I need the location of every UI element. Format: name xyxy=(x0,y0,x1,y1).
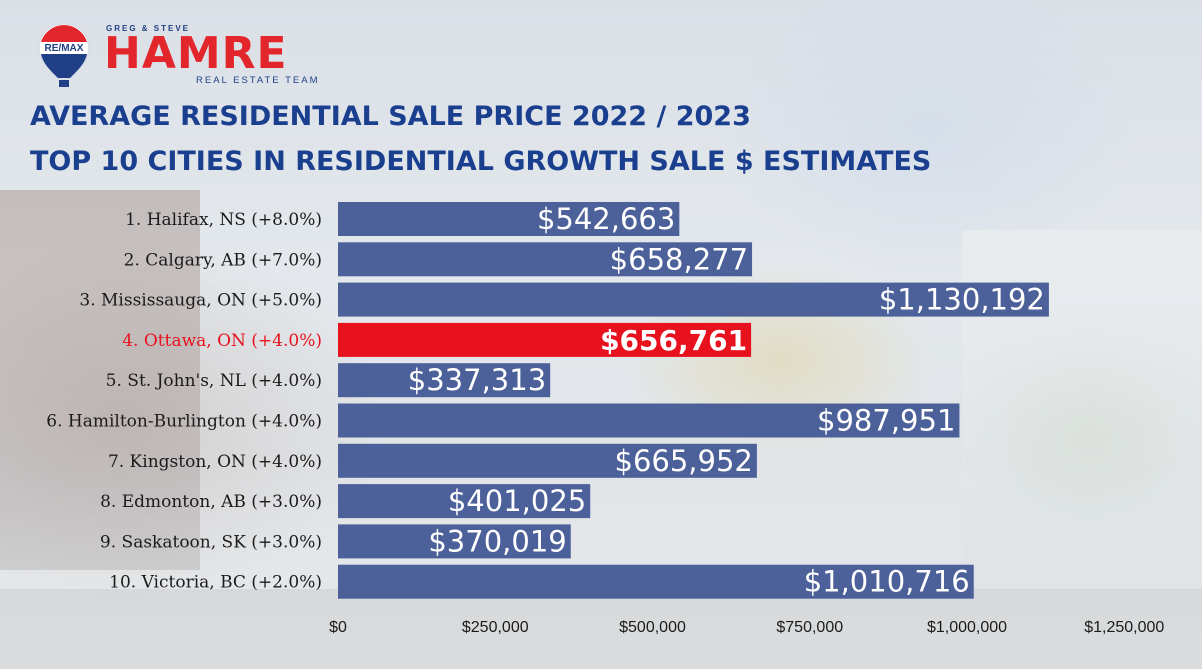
value-label: $987,951 xyxy=(817,404,955,438)
value-label: $1,010,716 xyxy=(804,565,970,599)
bar-10 xyxy=(338,564,974,599)
logo-sub-text: REAL ESTATE TEAM xyxy=(196,75,320,86)
category-label: 2. Calgary, AB (+7.0%) xyxy=(124,250,322,270)
category-label: 5. St. John's, NL (+4.0%) xyxy=(106,371,322,391)
x-tick-label: $750,000 xyxy=(776,619,843,636)
value-label: $337,313 xyxy=(408,363,546,397)
x-tick-label: $1,250,000 xyxy=(1084,619,1164,636)
category-label: 1. Halifax, NS (+8.0%) xyxy=(125,210,322,230)
logo-main-text: HAMRE xyxy=(104,28,288,79)
background-building-left xyxy=(0,190,200,570)
background-street xyxy=(0,589,1202,669)
value-label: $370,019 xyxy=(428,524,566,558)
category-label: 7. Kingston, ON (+4.0%) xyxy=(108,452,322,472)
chart-title: AVERAGE RESIDENTIAL SALE PRICE 2022 / 20… xyxy=(30,101,751,132)
bar-1 xyxy=(338,202,680,236)
bar-9 xyxy=(338,524,571,559)
bar-5 xyxy=(338,363,551,398)
value-label: $658,277 xyxy=(610,242,748,276)
category-label: 3. Mississauga, ON (+5.0%) xyxy=(79,291,322,311)
bar-8 xyxy=(338,484,591,519)
value-label: $401,025 xyxy=(448,484,586,518)
hot-air-balloon-icon: RE/MAX xyxy=(38,23,90,87)
category-label: 8. Edmonton, AB (+3.0%) xyxy=(100,492,322,512)
category-label: 6. Hamilton-Burlington (+4.0%) xyxy=(46,412,322,432)
bar-7 xyxy=(338,443,757,478)
x-tick-label: $250,000 xyxy=(462,619,529,636)
bar-3 xyxy=(338,282,1049,317)
value-label: $665,952 xyxy=(615,444,753,478)
chart-subtitle: TOP 10 CITIES IN RESIDENTIAL GROWTH SALE… xyxy=(30,146,932,177)
x-tick-label: $1,000,000 xyxy=(927,619,1007,636)
category-label: 4. Ottawa, ON (+4.0%) xyxy=(122,331,322,351)
logo-balloon-text: RE/MAX xyxy=(45,43,84,54)
category-label: 10. Victoria, BC (+2.0%) xyxy=(109,573,322,593)
bar-2 xyxy=(338,242,753,277)
x-tick-label: $0 xyxy=(329,619,347,636)
value-label: $656,761 xyxy=(600,324,747,357)
value-label: $1,130,192 xyxy=(879,283,1045,317)
x-tick-label: $500,000 xyxy=(619,619,686,636)
logo-top-text: GREG & STEVE xyxy=(106,24,191,33)
bar-4 xyxy=(338,322,752,357)
value-label: $542,663 xyxy=(537,202,675,236)
hamre-logo: RE/MAX GREG & STEVE HAMRE REAL ESTATE TE… xyxy=(36,22,336,92)
category-label: 9. Saskatoon, SK (+3.0%) xyxy=(100,532,322,552)
bar-6 xyxy=(338,403,960,438)
